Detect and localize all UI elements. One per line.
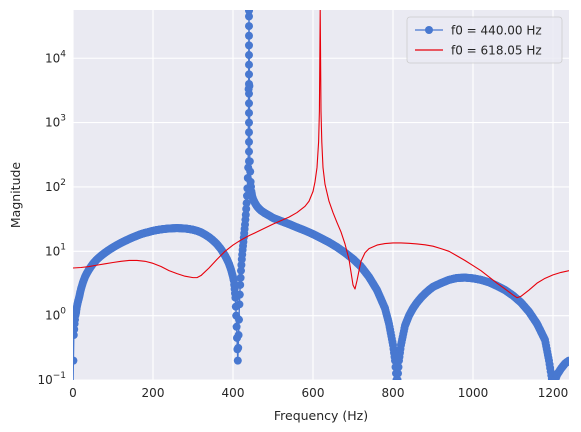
data-point	[245, 137, 253, 146]
data-point	[245, 147, 253, 156]
legend: f0 = 440.00 Hz f0 = 618.05 Hz	[406, 16, 563, 64]
grid	[72, 10, 569, 381]
data-point	[234, 343, 243, 352]
data-point	[245, 89, 253, 98]
data-point	[245, 12, 253, 21]
series-line	[73, 10, 569, 299]
y-axis-label: Magnitude	[8, 162, 23, 229]
series-1	[73, 10, 569, 380]
data-point	[236, 280, 245, 289]
data-point	[235, 300, 244, 309]
data-point	[245, 70, 253, 79]
data-point	[237, 261, 246, 270]
data-point	[242, 204, 251, 213]
series-layer	[73, 10, 569, 380]
data-point	[246, 167, 255, 176]
y-axis-ticks: 10−1 100 101 102 103 104	[37, 49, 66, 387]
data-point	[73, 356, 78, 365]
y-tick-label: 100	[45, 307, 66, 323]
legend-marker	[425, 26, 433, 34]
y-tick-label: 101	[45, 242, 66, 258]
data-point	[235, 290, 244, 299]
data-point	[245, 22, 253, 31]
data-point	[245, 157, 253, 166]
x-tick-label: 0	[69, 386, 77, 400]
data-point	[394, 363, 403, 372]
y-tick-label: 10−1	[37, 371, 66, 387]
data-point	[245, 128, 253, 137]
x-tick-label: 800	[382, 386, 405, 400]
x-tick-label: 200	[142, 386, 165, 400]
legend-label: f0 = 440.00 Hz	[451, 24, 542, 38]
data-point	[245, 118, 253, 127]
data-point	[234, 331, 243, 340]
data-point	[245, 99, 253, 108]
data-point	[565, 356, 569, 365]
data-point	[245, 80, 253, 88]
data-point	[242, 199, 251, 208]
x-tick-label: 1000	[458, 386, 489, 400]
legend-label: f0 = 618.05 Hz	[451, 44, 542, 58]
legend-box	[406, 16, 563, 64]
data-point	[245, 41, 253, 50]
data-point	[232, 322, 241, 331]
series-2	[73, 10, 569, 299]
data-point	[245, 108, 253, 117]
data-point	[236, 273, 245, 282]
x-tick-label: 400	[222, 386, 245, 400]
data-point	[233, 356, 242, 365]
x-axis-label: Frequency (Hz)	[274, 408, 368, 423]
y-tick-label: 102	[45, 178, 66, 194]
y-tick-label: 104	[45, 49, 66, 65]
x-axis-ticks: 0 200 400 600 800 1000 1200	[69, 386, 568, 400]
x-tick-label: 600	[302, 386, 325, 400]
data-point	[245, 31, 253, 40]
y-tick-label: 103	[45, 114, 66, 130]
data-point	[245, 51, 253, 60]
x-tick-label: 1200	[538, 386, 569, 400]
data-point	[394, 369, 402, 378]
data-point	[245, 60, 253, 69]
data-point	[241, 210, 250, 219]
data-point	[235, 315, 243, 324]
